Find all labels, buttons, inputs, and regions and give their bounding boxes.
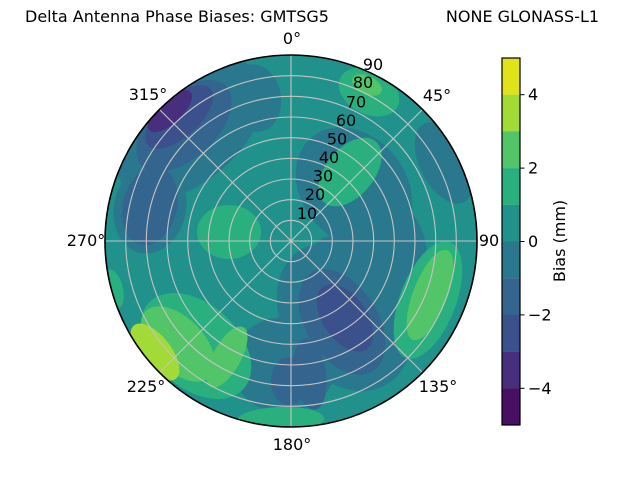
- radial-tick-90: 90: [363, 55, 383, 74]
- colorbar-tick-labels: 4 2 0 −2 −4: [528, 85, 552, 398]
- angular-tick-135: 135°: [419, 377, 458, 396]
- contour-region: [228, 64, 282, 132]
- polar-grid: [105, 55, 477, 427]
- colorbar-band: [502, 204, 520, 242]
- colorbar-tick-0: 0: [528, 232, 538, 251]
- angular-tick-labels: 0° 45° 90 135° 180° 225° 270° 315°: [67, 29, 499, 454]
- contour-region: [147, 89, 193, 133]
- radial-tick-70: 70: [346, 93, 366, 112]
- colorbar-band: [502, 278, 520, 315]
- colorbar-band: [502, 131, 520, 169]
- colorbar: 4 2 0 −2 −4 Bias (mm): [501, 57, 569, 426]
- radial-tick-30: 30: [313, 167, 333, 186]
- colorbar-tick-m4: −4: [528, 379, 552, 398]
- colorbar-band: [502, 388, 520, 425]
- contour-region: [406, 249, 454, 341]
- angular-tick-315: 315°: [129, 85, 168, 104]
- colorbar-band: [502, 351, 520, 389]
- colorbar-tick-2: 2: [528, 159, 538, 178]
- contour-region: [197, 205, 261, 259]
- radial-tick-50: 50: [327, 130, 347, 149]
- figure-title: Delta Antenna Phase Biases: GMTSG5 NONE …: [25, 7, 600, 26]
- contour-region: [236, 406, 324, 427]
- colorbar-band: [502, 58, 520, 95]
- colorbar-band: [502, 241, 520, 279]
- colorbar-axis-label: Bias (mm): [550, 200, 569, 282]
- contour-region: [318, 137, 382, 207]
- radial-tick-20: 20: [305, 185, 325, 204]
- angular-tick-180: 180°: [273, 435, 312, 454]
- contour-region: [316, 284, 374, 352]
- angular-tick-225: 225°: [127, 377, 166, 396]
- colorbar-bands: [502, 58, 520, 425]
- grid-spoke: [159, 109, 423, 373]
- contour-region: [130, 323, 180, 381]
- contour-region: [122, 166, 178, 246]
- colorbar-band: [502, 94, 520, 132]
- radial-tick-80: 80: [353, 73, 373, 92]
- radial-tick-40: 40: [319, 148, 339, 167]
- angular-tick-90: 90: [479, 231, 499, 250]
- contour-region: [271, 357, 307, 405]
- polar-spine: [104, 54, 478, 428]
- contour-region: [140, 306, 216, 382]
- colorbar-band: [502, 314, 520, 352]
- radial-tick-10: 10: [297, 204, 317, 223]
- radial-tick-60: 60: [336, 111, 356, 130]
- angular-tick-270: 270°: [67, 231, 106, 250]
- colorbar-band: [502, 168, 520, 205]
- colorbar-tick-m2: −2: [528, 306, 552, 325]
- colorbar-tick-4: 4: [528, 85, 538, 104]
- colorbar-ticks: [520, 94, 525, 389]
- radial-tick-labels: 10 20 30 40 50 60 70 80 90: [297, 55, 383, 223]
- contour-region: [206, 326, 248, 388]
- angular-tick-45: 45°: [423, 86, 451, 105]
- angular-tick-0: 0°: [283, 29, 301, 48]
